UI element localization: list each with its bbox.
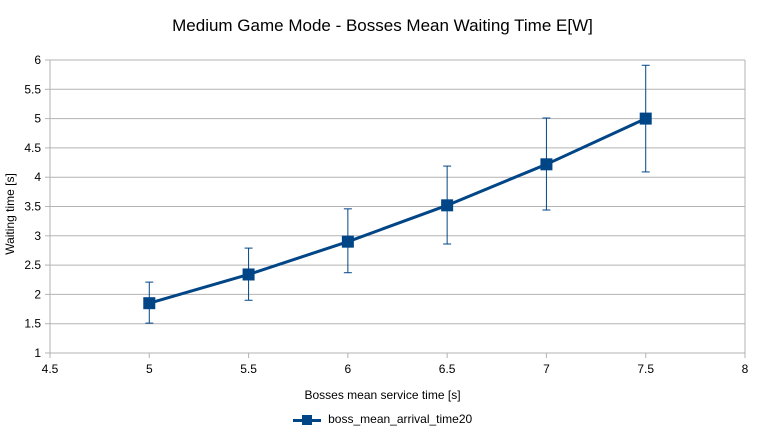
y-tick-label: 6 [34,53,41,67]
x-tick-label: 5.5 [240,362,257,376]
y-tick-label: 3.5 [24,200,41,214]
x-tick-label: 7 [543,362,550,376]
x-tick-label: 7.5 [637,362,654,376]
data-point [242,268,255,281]
x-tick-label: 6 [345,362,352,376]
error-bars [145,64,650,324]
y-tick-label: 3 [34,229,41,243]
axes [45,59,746,358]
series-line [148,117,647,305]
y-tick-label: 4.5 [24,141,41,155]
legend: boss_mean_arrival_time20 [0,412,765,426]
series-lines [148,117,647,305]
chart-title: Medium Game Mode - Bosses Mean Waiting T… [172,16,593,35]
x-axis-label: Bosses mean service time [s] [304,388,461,402]
x-tick-label: 8 [742,362,749,376]
y-axis-label-text: Waiting time [s] [3,173,17,255]
x-tick-label: 4.5 [42,362,59,376]
data-point [441,199,454,212]
data-point [639,112,652,125]
data-point [143,297,156,310]
y-tick-label: 1.5 [24,317,41,331]
y-tick-label: 1 [34,346,41,360]
y-tick-label: 4 [34,170,41,184]
data-point [341,235,354,248]
tick-labels: 1 1.5 2 2.5 3 3.5 4 4.5 5 5.5 6 4.5 5 5.5 6 6.5 7 7.5 8 [24,53,748,376]
legend-square-marker-icon [301,414,312,425]
data-point [540,158,553,171]
x-tick-label: 6.5 [439,362,456,376]
legend-label: boss_mean_arrival_time20 [328,412,473,426]
data-markers [143,112,652,310]
y-tick-label: 2 [34,287,41,301]
x-tick-label: 5 [146,362,153,376]
y-tick-label: 5.5 [24,82,41,96]
legend-swatch [292,414,321,425]
y-tick-label: 2.5 [24,258,41,272]
y-tick-label: 5 [34,112,41,126]
